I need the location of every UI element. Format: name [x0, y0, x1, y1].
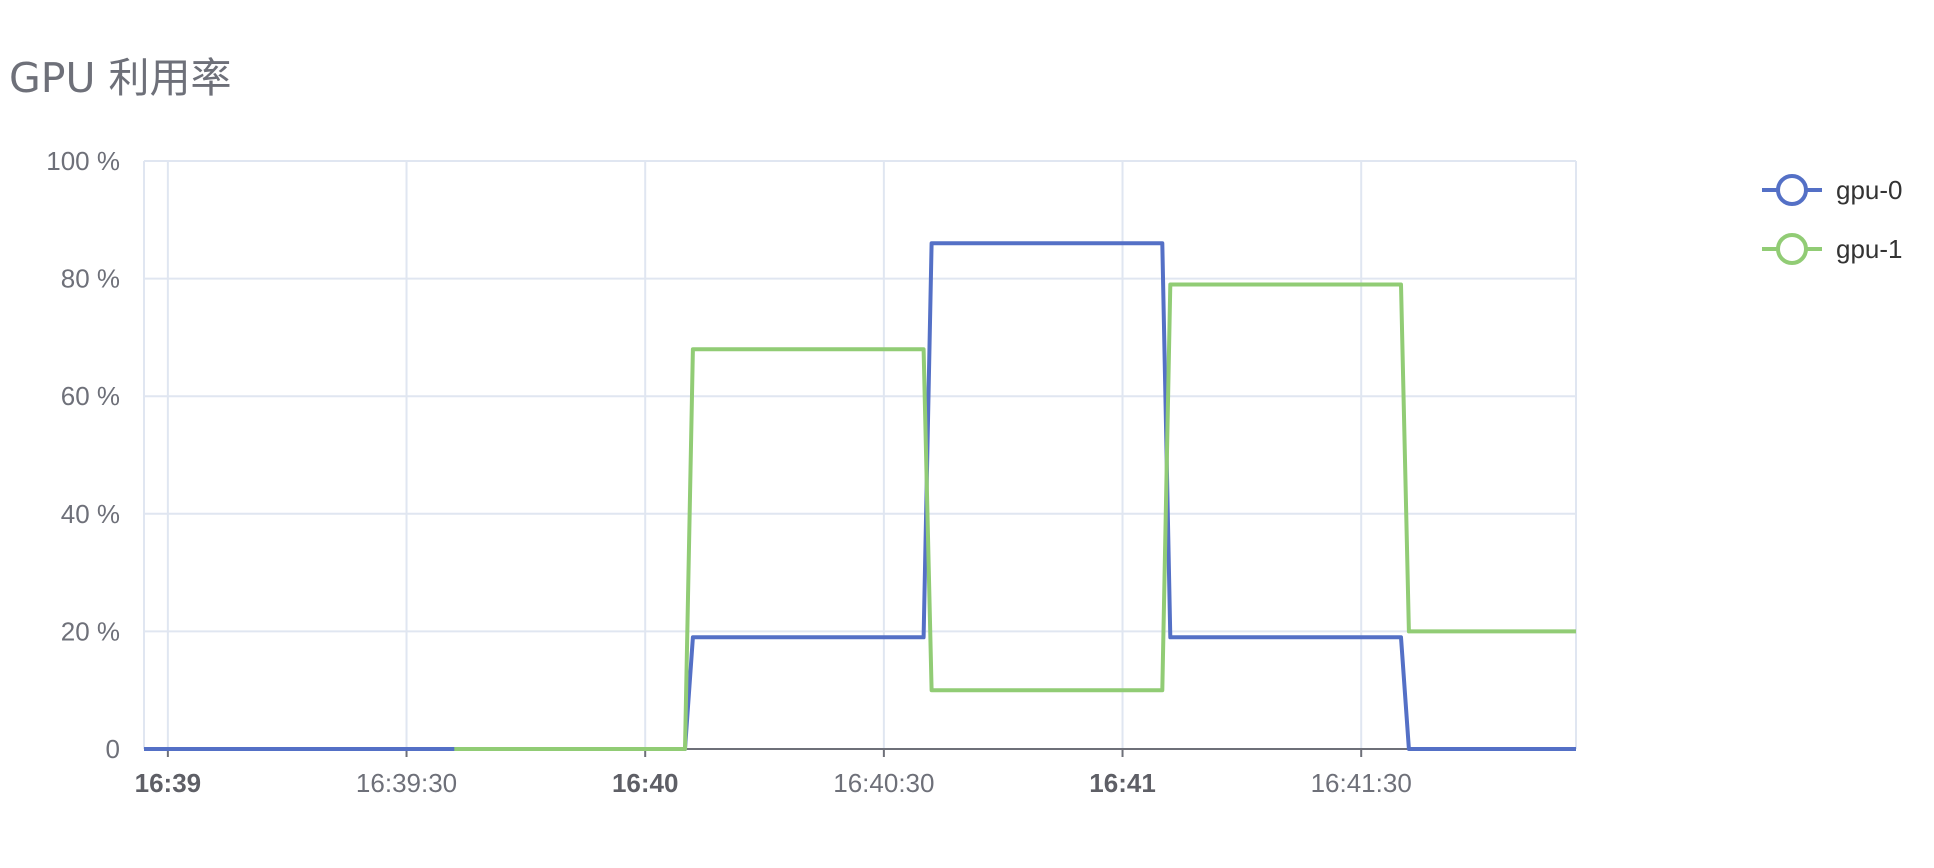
legend-label: gpu-0 — [1836, 175, 1903, 205]
x-tick-label: 16:40 — [612, 768, 679, 798]
y-tick-label: 20 % — [61, 616, 120, 646]
y-tick-label: 0 — [106, 734, 120, 764]
x-tick-label: 16:41:30 — [1311, 768, 1412, 798]
grid — [143, 160, 1577, 749]
legend-item-gpu-0[interactable]: gpu-0 — [1762, 174, 1903, 206]
y-tick-label: 80 % — [61, 264, 120, 294]
x-tick-label: 16:39 — [135, 768, 202, 798]
legend-label: gpu-1 — [1836, 234, 1903, 264]
y-tick-label: 40 % — [61, 499, 120, 529]
x-tick-label: 16:41 — [1089, 768, 1156, 798]
series-line-gpu-1 — [454, 282, 1576, 751]
legend-circle-icon — [1776, 233, 1808, 265]
legend-item-gpu-1[interactable]: gpu-1 — [1762, 233, 1903, 265]
chart-title: GPU 利用率 — [9, 54, 232, 102]
axes: 0 20 % 40 % 60 % 80 % 100 % 16:39 16:39:30 16:40… — [46, 146, 1576, 798]
x-tick-label: 16:40:30 — [833, 768, 934, 798]
series-line-gpu-0 — [144, 241, 1576, 751]
legend-circle-icon — [1776, 174, 1808, 206]
y-tick-label: 60 % — [61, 381, 120, 411]
legend[interactable]: gpu-0 gpu-1 — [1762, 174, 1903, 265]
y-tick-label: 100 % — [46, 146, 120, 176]
series — [144, 241, 1576, 751]
x-tick-label: 16:39:30 — [356, 768, 457, 798]
